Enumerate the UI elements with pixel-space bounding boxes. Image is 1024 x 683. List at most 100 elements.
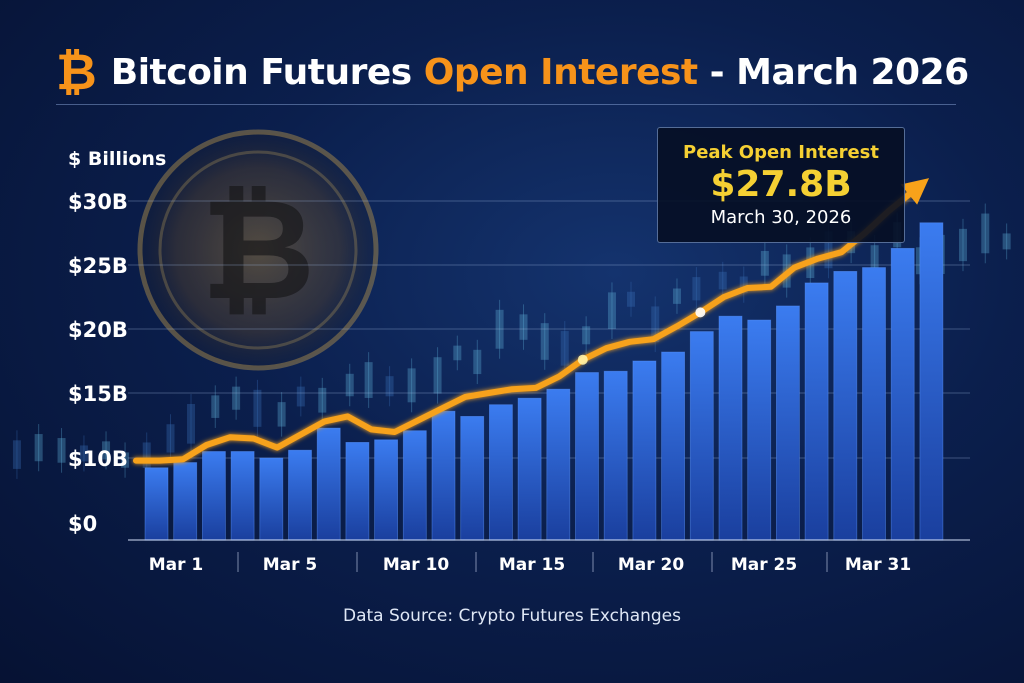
- bg-candle-body: [760, 250, 769, 276]
- bar: [345, 441, 370, 541]
- title-part-highlight: Open Interest: [423, 51, 698, 93]
- bar: [919, 222, 944, 541]
- bar: [173, 462, 198, 541]
- bg-candle-body: [232, 386, 241, 410]
- bar: [804, 282, 829, 541]
- bg-candle-body: [560, 331, 569, 366]
- y-tick-label: $15B: [68, 382, 128, 406]
- bitcoin-logo-icon: ₿: [56, 43, 97, 101]
- trend-point-marker: [577, 354, 588, 365]
- y-tick-label: $10B: [68, 447, 128, 471]
- bg-candle-body: [296, 386, 305, 407]
- bg-candle-body: [433, 357, 442, 394]
- bar: [144, 467, 169, 541]
- bg-candle-body: [718, 271, 727, 290]
- bg-candle-body: [142, 442, 151, 469]
- bar: [201, 451, 226, 541]
- title-part-date: - March 2026: [697, 51, 970, 93]
- bar: [288, 449, 312, 541]
- bar: [259, 457, 284, 541]
- bar: [488, 404, 513, 541]
- bg-candle-body: [495, 309, 504, 349]
- bg-candle-body: [453, 345, 462, 361]
- x-tick-label: Mar 1: [149, 555, 204, 575]
- bar: [546, 388, 571, 541]
- title-part-main: Bitcoin Futures: [110, 51, 424, 93]
- trend-line-series: [133, 178, 930, 464]
- bar: [316, 427, 341, 541]
- bg-candle-body: [187, 404, 196, 444]
- bar: [517, 397, 542, 541]
- bg-candle-body: [692, 277, 701, 301]
- bg-candle-body: [473, 349, 482, 375]
- bg-candle-body: [981, 213, 990, 254]
- background-candlesticks: [12, 203, 1011, 479]
- x-tick-label: Mar 10: [383, 555, 450, 575]
- y-axis-unit-label: $ Billions: [68, 148, 167, 170]
- page-title: Bitcoin Futures Open Interest - March 20…: [111, 52, 969, 93]
- bg-candle-body: [627, 291, 636, 307]
- bar-series: [144, 222, 944, 541]
- bg-candle-body: [582, 326, 591, 345]
- title-row: ₿ Bitcoin Futures Open Interest - March …: [56, 40, 969, 104]
- bar: [718, 315, 743, 541]
- bg-candle-body: [607, 292, 616, 329]
- bar: [230, 451, 255, 541]
- callout-label: Peak Open Interest: [683, 142, 879, 163]
- bar: [575, 372, 599, 541]
- bar: [402, 430, 427, 541]
- bar: [747, 319, 772, 541]
- bg-candle-body: [651, 306, 660, 343]
- bg-candle-body: [253, 389, 262, 427]
- x-tick-label: Mar 20: [618, 555, 685, 575]
- bar: [632, 360, 657, 541]
- x-axis: Mar 1 Mar 5 Mar 10 Mar 15 Mar 20 Mar 25 Mar 31: [128, 539, 970, 575]
- bar: [603, 370, 628, 541]
- bar: [890, 247, 915, 541]
- bar: [833, 270, 858, 541]
- bg-candle-body: [739, 276, 748, 293]
- bg-candle-body: [407, 368, 416, 403]
- bg-candle-body: [364, 362, 373, 398]
- bg-candle-body: [102, 441, 111, 460]
- bitcoin-coin-icon: ₿: [137, 129, 379, 371]
- bg-candle-body: [1002, 233, 1011, 250]
- bar: [374, 439, 399, 541]
- bg-candle-body: [79, 445, 88, 462]
- bg-candle-body: [345, 373, 354, 397]
- x-tick-label: Mar 31: [845, 555, 911, 575]
- bg-candle-body: [519, 314, 528, 340]
- bg-candle-body: [121, 452, 130, 468]
- x-tick-label: Mar 15: [499, 555, 565, 575]
- y-tick-label: $25B: [68, 254, 128, 278]
- bg-candle-body: [958, 228, 967, 262]
- bar: [776, 305, 800, 541]
- bar: [689, 331, 714, 541]
- trend-point-marker: [695, 307, 706, 318]
- x-tick-label: Mar 25: [731, 555, 797, 575]
- bg-candle-body: [277, 402, 286, 427]
- bg-candle-body: [211, 395, 220, 418]
- bg-candle-body: [870, 245, 879, 269]
- y-tick-label: $0: [68, 512, 97, 536]
- callout-date: March 30, 2026: [710, 206, 852, 228]
- bg-candle-body: [318, 387, 327, 413]
- y-axis-tick-labels: $0 $10B $15B $20B $25B $30B: [68, 190, 128, 536]
- bg-candle-body: [672, 288, 681, 304]
- trend-arrow-head: [900, 178, 930, 205]
- bg-candle-body: [57, 438, 66, 463]
- bg-candle-body: [385, 376, 394, 397]
- svg-text:₿: ₿: [201, 169, 315, 332]
- bg-candle-body: [34, 434, 43, 462]
- title-divider: [56, 104, 956, 105]
- bar: [661, 351, 685, 541]
- callout-value: $27.8B: [710, 164, 852, 205]
- bg-candle-body: [824, 231, 833, 269]
- bg-candle-body: [12, 440, 21, 469]
- data-source-note: Data Source: Crypto Futures Exchanges: [342, 606, 682, 626]
- x-tick-label: Mar 5: [263, 555, 318, 575]
- bg-candle-body: [540, 323, 549, 360]
- peak-callout-box: Peak Open Interest $27.8B March 30, 2026: [657, 127, 905, 243]
- y-tick-label: $30B: [68, 190, 128, 214]
